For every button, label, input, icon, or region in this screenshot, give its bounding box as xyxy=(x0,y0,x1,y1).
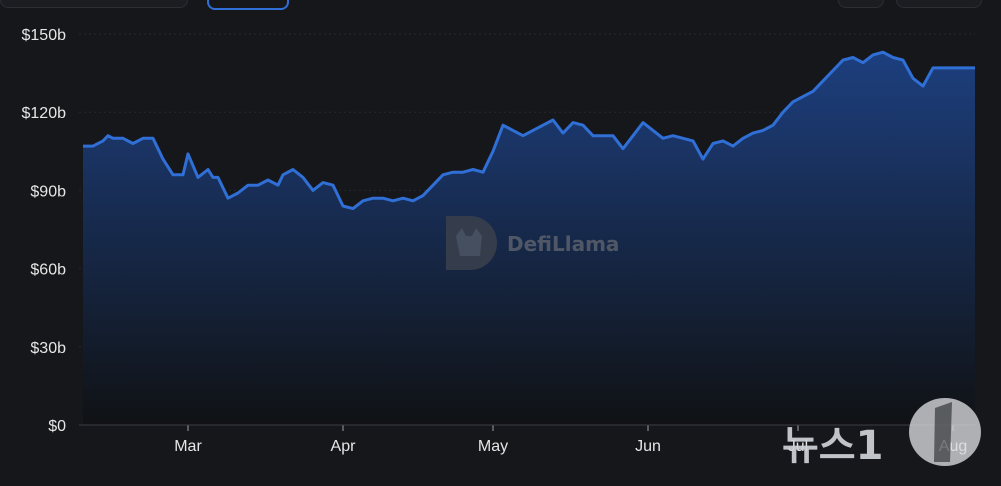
y-tick-label: $150b xyxy=(22,27,67,44)
y-tick-label: $90b xyxy=(30,183,66,200)
range-button-active[interactable] xyxy=(207,0,289,10)
tvl-line xyxy=(83,50,975,211)
watermark-text: DefiLlama xyxy=(507,232,619,256)
defillama-watermark: DefiLlama xyxy=(446,216,619,270)
llama-logo-icon xyxy=(446,216,497,270)
x-tick-label: Apr xyxy=(331,438,357,455)
x-tick-label: Jul xyxy=(788,438,808,455)
y-tick-label: $30b xyxy=(30,340,66,357)
news1-text: 뉴스1 xyxy=(782,423,883,469)
x-tick-label: Jun xyxy=(635,438,661,455)
tvl-area xyxy=(83,52,975,425)
y-tick-label: $0 xyxy=(48,418,66,435)
news1-logo-icon xyxy=(909,398,981,466)
x-tick-label: Mar xyxy=(174,438,202,455)
y-tick-label: $60b xyxy=(30,262,66,279)
x-tick-label: May xyxy=(478,438,508,455)
y-tick-label: $120b xyxy=(22,105,67,122)
y-axis: $0 $30b $60b $90b $120b $150b xyxy=(22,27,67,435)
news1-logo: 뉴스1 xyxy=(782,398,981,469)
